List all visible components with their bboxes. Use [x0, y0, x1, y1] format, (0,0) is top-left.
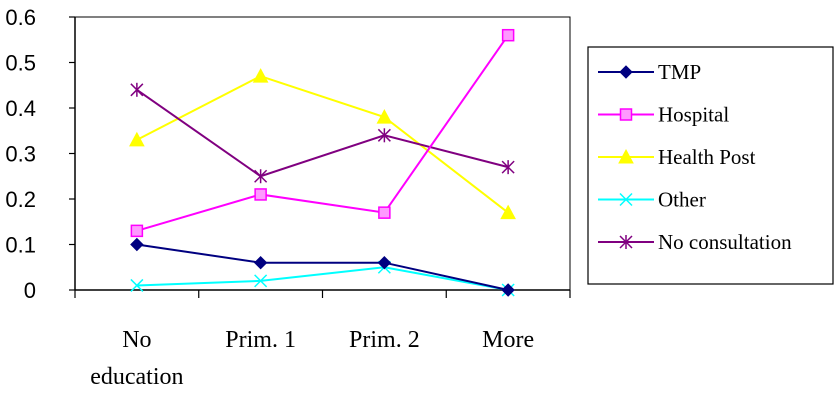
- legend-item-tmp: TMP: [598, 60, 701, 84]
- y-tick-label: 0: [24, 278, 36, 303]
- legend-item-hospital: Hospital: [598, 103, 729, 127]
- data-point-tmp: [130, 237, 144, 252]
- data-point-hospital: [254, 188, 267, 201]
- y-tick-label: 0.2: [5, 187, 36, 212]
- legend-label: No consultation: [658, 230, 792, 254]
- legend-label: Health Post: [658, 145, 756, 169]
- y-tick-label: 0.1: [5, 233, 36, 258]
- legend-item-health-post: Health Post: [598, 145, 756, 169]
- legend: TMP Hospital Health Post Other No consultati…: [587, 46, 834, 285]
- series-health-post: [129, 68, 516, 220]
- data-point-no-consultation: [501, 160, 515, 175]
- x-axis: No education Prim. 1 Prim. 2 More: [74, 289, 571, 390]
- data-point-hospital: [378, 206, 391, 219]
- marker-stroke: [619, 192, 633, 207]
- y-tick-label: 0.3: [5, 142, 36, 167]
- series-tmp: [130, 237, 515, 297]
- legend-marker: [619, 192, 633, 207]
- series-line-tmp: [136, 243, 509, 291]
- marker-stroke: [130, 278, 144, 292]
- series-layer: [129, 28, 516, 297]
- data-point-no-consultation: [254, 169, 268, 184]
- plot-frame: [74, 16, 571, 291]
- marker-stroke: [254, 274, 268, 288]
- data-point-tmp: [253, 255, 268, 270]
- series-line-no-consultation: [136, 88, 509, 178]
- legend-marker: [619, 235, 633, 249]
- y-tick-label: 0.6: [5, 5, 36, 30]
- legend-marker: [619, 65, 633, 79]
- series-no-consultation: [130, 82, 515, 184]
- x-category-label: Prim. 1: [225, 327, 296, 353]
- legend-label: Other: [658, 188, 706, 212]
- data-point-no-consultation: [130, 82, 144, 97]
- data-point-hospital: [501, 28, 515, 42]
- legend-label: Hospital: [658, 103, 729, 127]
- data-point-tmp: [501, 283, 515, 297]
- y-tick-label: 0.4: [5, 96, 36, 121]
- legend-item-no-consultation: No consultation: [598, 230, 792, 254]
- data-point-other: [130, 278, 144, 292]
- data-point-hospital: [130, 224, 144, 238]
- plot-area-border: [74, 16, 571, 291]
- legend-marker: [618, 148, 634, 164]
- data-point-tmp: [377, 255, 392, 270]
- x-category-label: Prim. 2: [349, 327, 420, 353]
- data-point-no-consultation: [377, 128, 391, 143]
- legend-item-other: Other: [598, 188, 706, 212]
- data-point-other: [254, 274, 268, 288]
- x-category-label: More: [482, 327, 534, 353]
- series-line-hospital: [136, 34, 509, 232]
- series-line-health-post: [136, 75, 509, 214]
- legend-marker: [619, 108, 633, 121]
- series-line-other: [136, 266, 509, 291]
- data-point-health-post: [129, 131, 145, 147]
- data-point-health-post: [500, 204, 516, 220]
- x-category-label: education: [90, 364, 183, 390]
- series-hospital: [130, 28, 515, 238]
- data-point-health-post: [376, 109, 393, 124]
- x-category-label: No: [122, 327, 151, 353]
- data-point-health-post: [252, 68, 269, 83]
- y-axis: 0 0.1 0.2 0.3 0.4 0.5 0.6: [5, 5, 76, 303]
- legend-label: TMP: [658, 60, 701, 84]
- y-tick-label: 0.5: [5, 51, 36, 76]
